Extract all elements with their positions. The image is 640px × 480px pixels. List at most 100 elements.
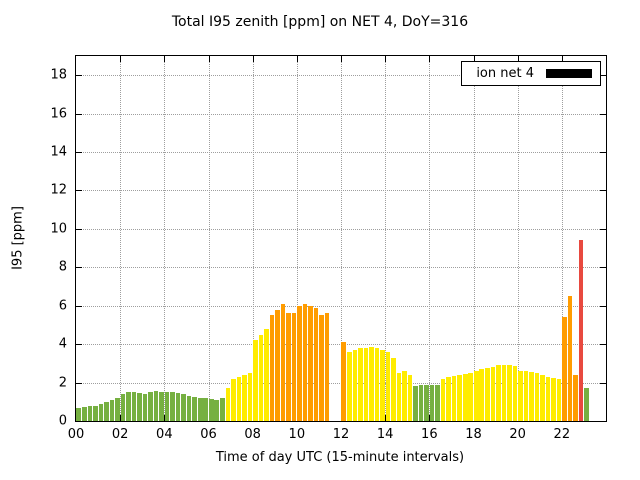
- bar: [225, 388, 231, 421]
- bar: [584, 388, 589, 421]
- plot-area: ion net 4 00 02 04 06 08 10 12 14 16 18 20 22 0 2 4 6 8 1…: [50, 55, 607, 442]
- bar: [236, 376, 242, 421]
- v-gridline: [341, 56, 342, 421]
- bar: [291, 313, 297, 421]
- bar: [164, 392, 170, 421]
- bar: [518, 371, 523, 421]
- bar: [418, 385, 424, 421]
- bar: [203, 397, 209, 421]
- legend-swatch: [546, 69, 592, 78]
- bar: [380, 349, 385, 421]
- bar: [76, 407, 82, 421]
- v-gridline: [164, 56, 166, 421]
- y-tick-mark-right: [600, 75, 606, 77]
- bar: [562, 317, 567, 421]
- bar: [87, 405, 93, 421]
- y-tick-label: 8: [58, 259, 67, 275]
- bar: [352, 349, 358, 421]
- bar: [104, 401, 109, 421]
- bar: [197, 397, 203, 421]
- bar: [501, 365, 507, 421]
- bar: [374, 348, 380, 421]
- bar: [148, 392, 153, 421]
- bar: [512, 366, 518, 421]
- v-gridline: [473, 56, 475, 421]
- bar: [98, 403, 104, 421]
- bar: [324, 313, 330, 421]
- bar: [407, 374, 413, 421]
- bar: [490, 367, 496, 421]
- x-tick-label: 00: [67, 427, 85, 442]
- bar: [258, 334, 264, 421]
- x-tick-mark-top: [385, 56, 387, 62]
- x-tick-label: 12: [332, 427, 350, 442]
- y-tick-mark: [76, 113, 82, 115]
- bar: [551, 377, 556, 421]
- bar: [242, 374, 247, 421]
- bar: [529, 372, 534, 421]
- y-tick-label: 0: [58, 413, 67, 429]
- bar: [346, 351, 352, 421]
- y-tick-mark: [76, 228, 82, 230]
- bar: [170, 392, 175, 421]
- bar: [126, 392, 131, 421]
- x-tick-mark-top: [120, 56, 122, 62]
- y-tick-mark-right: [600, 152, 606, 154]
- y-tick-mark-right: [600, 228, 606, 230]
- bar: [153, 391, 159, 421]
- bar: [181, 394, 186, 421]
- y-tick-mark-right: [600, 305, 606, 307]
- x-tick-mark-top: [561, 56, 563, 62]
- v-gridline: [385, 56, 387, 421]
- x-tick-label: 10: [288, 427, 306, 442]
- bar: [424, 385, 429, 421]
- y-tick-mark: [76, 152, 82, 154]
- bar: [440, 378, 446, 421]
- x-tick-label: 14: [376, 427, 394, 442]
- bar: [313, 307, 319, 421]
- y-tick-label: 2: [58, 375, 67, 391]
- x-tick-mark-top: [517, 56, 519, 62]
- y-tick-label: 14: [50, 144, 67, 160]
- bar: [567, 296, 573, 421]
- v-gridline: [296, 56, 298, 421]
- bar: [396, 372, 402, 421]
- bar: [451, 375, 457, 421]
- bar: [142, 394, 148, 421]
- bar: [341, 342, 347, 421]
- bar: [275, 309, 280, 421]
- y-tick-label: 6: [58, 298, 67, 314]
- y-tick-mark-right: [600, 190, 606, 192]
- y-tick-mark-right: [600, 113, 606, 115]
- bar: [115, 397, 120, 421]
- bar: [302, 303, 308, 421]
- y-tick-mark: [76, 344, 82, 346]
- y-tick-mark: [76, 305, 82, 307]
- x-tick-mark-top: [429, 56, 431, 62]
- v-gridline: [561, 56, 563, 421]
- y-axis-title: I95 [ppm]: [10, 206, 26, 270]
- v-gridline: [252, 56, 254, 421]
- bar: [319, 315, 324, 421]
- bar: [573, 374, 578, 421]
- y-tick-mark: [76, 75, 82, 77]
- bar: [269, 315, 275, 421]
- y-tick-label: 12: [50, 182, 67, 198]
- bar: [523, 371, 529, 421]
- bar: [131, 392, 137, 421]
- bar: [186, 396, 192, 421]
- x-tick-label: 22: [553, 427, 571, 442]
- bar: [247, 372, 253, 421]
- bar: [556, 378, 562, 421]
- x-tick-label: 16: [421, 427, 438, 442]
- y-tick-label: 4: [58, 336, 67, 352]
- bar: [93, 405, 98, 421]
- bar: [578, 240, 584, 421]
- bar: [446, 376, 451, 421]
- h-gridline: [76, 190, 606, 192]
- bar: [496, 365, 501, 421]
- h-gridline: [76, 113, 606, 115]
- bar: [231, 378, 236, 421]
- v-gridline: [208, 56, 210, 421]
- h-gridline: [76, 267, 606, 269]
